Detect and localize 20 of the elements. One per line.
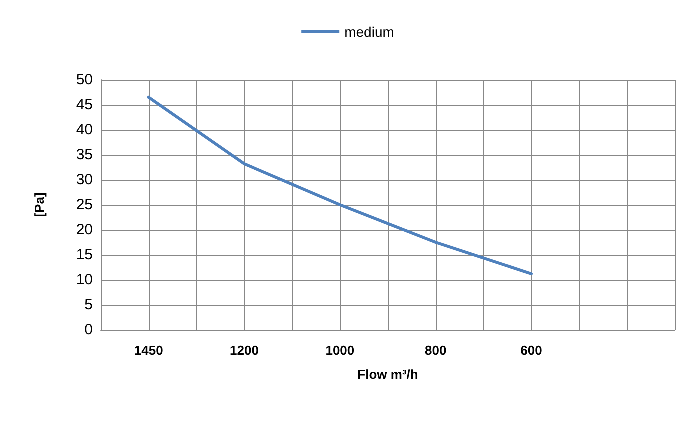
y-tick-label: 15 (76, 246, 93, 264)
y-tick-label: 40 (76, 122, 93, 138)
x-axis-title: Flow m³/h (358, 367, 418, 382)
x-tick-label: 600 (520, 343, 542, 358)
x-tick-label: 1200 (230, 343, 259, 358)
line-series (147, 96, 533, 276)
x-tick-label: 1450 (134, 343, 164, 358)
y-tick-label: 20 (76, 222, 93, 238)
y-tick-label: 25 (76, 196, 93, 214)
y-tick-label: 35 (76, 146, 93, 164)
y-tick-label: 5 (84, 296, 93, 314)
y-tick-label: 0 (84, 322, 93, 338)
y-tick-label: 50 (76, 72, 93, 88)
y-tick-label: 45 (76, 96, 93, 114)
legend-label: medium (344, 24, 394, 40)
x-tick-label: 800 (424, 343, 447, 358)
x-tick-label: 1000 (326, 343, 355, 358)
y-tick-label: 10 (76, 272, 93, 288)
y-tick-label: 30 (76, 172, 93, 188)
y-axis-title: [Pa] (32, 192, 47, 218)
